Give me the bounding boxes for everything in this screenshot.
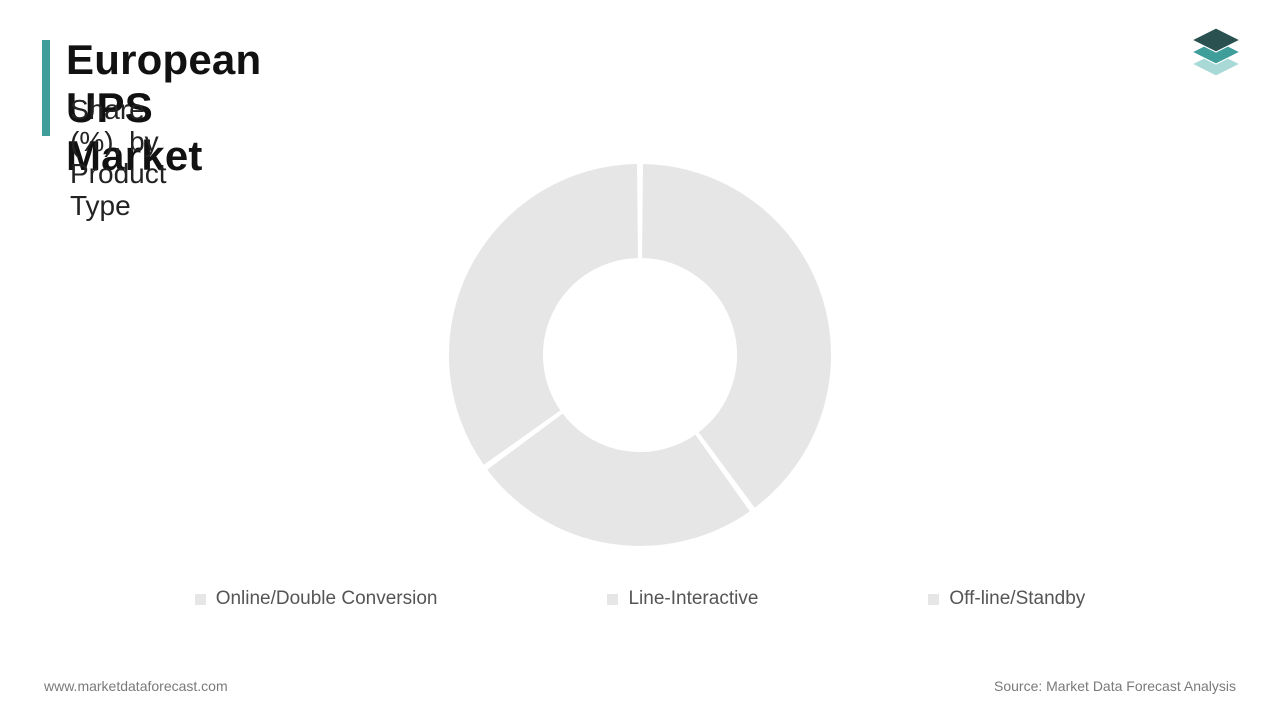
legend: Online/Double Conversion Line-Interactive… [0,588,1280,610]
brand-logo-icon [1184,20,1248,84]
legend-swatch-icon [607,594,618,605]
legend-label: Line-Interactive [628,588,758,610]
footer-source-url: www.marketdataforecast.com [44,678,228,694]
legend-swatch-icon [195,594,206,605]
legend-item: Online/Double Conversion [195,588,438,610]
legend-label: Online/Double Conversion [216,588,438,610]
legend-item: Off-line/Standby [928,588,1085,610]
accent-bar [42,40,50,136]
legend-item: Line-Interactive [607,588,758,610]
donut-slice [448,163,639,466]
footer-attribution: Source: Market Data Forecast Analysis [994,678,1236,694]
legend-label: Off-line/Standby [949,588,1085,610]
donut-chart [445,160,835,550]
page-subtitle: Share (%), by Product Type [70,94,167,222]
legend-swatch-icon [928,594,939,605]
page: European UPS Market Share (%), by Produc… [0,0,1280,720]
